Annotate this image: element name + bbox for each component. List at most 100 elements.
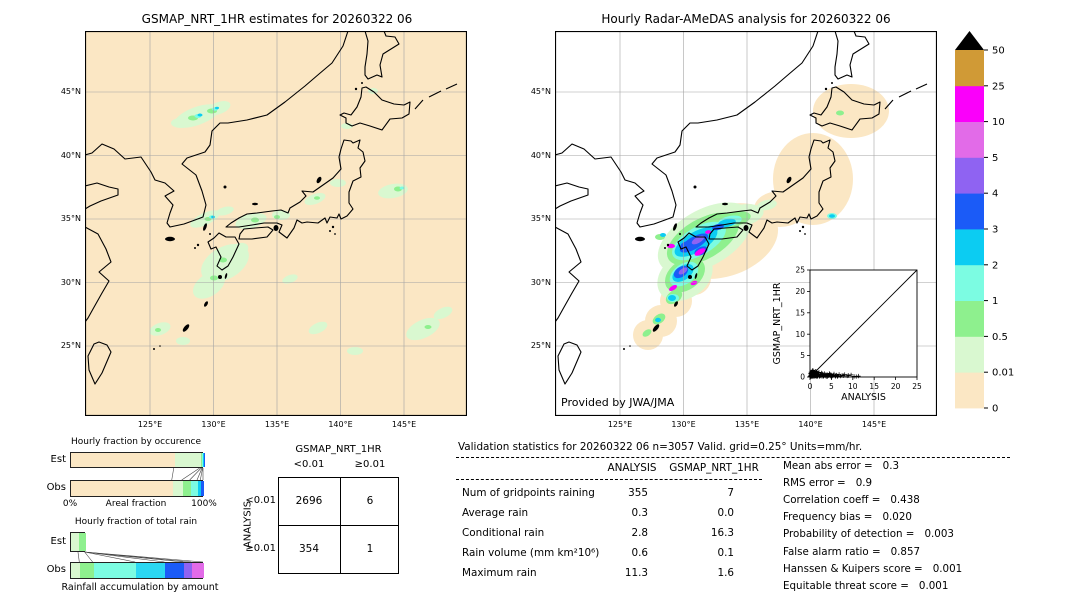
connector-line [84,551,204,563]
row-label-obs: Obs [46,564,66,575]
bar-segment [136,563,166,578]
lon-tick-label: 125°E [137,420,163,429]
connector-line [196,467,203,481]
cell-miss: 354 [298,543,320,555]
contingency-hline [278,525,399,527]
row-label-est: Est [50,536,66,547]
score-label: False alarm ratio = [783,545,881,558]
cell-false-alarm: 6 [366,495,374,507]
colorbar-segment [955,50,984,87]
stat-label: Conditional rain [462,527,545,539]
total-rain-chart-title: Hourly fraction of total rain [74,517,198,527]
bar-segment [202,453,204,467]
y-tick-label: 15 [795,308,805,317]
identity-line [809,269,918,378]
bar-segment [190,481,198,496]
lon-tick-label: 130°E [671,420,696,429]
lat-tick-label: 25°N [60,341,81,350]
score-value: 0.9 [855,477,873,490]
lon-tick-label: 145°E [861,420,887,429]
stat-gsmap-value: 0.0 [717,507,734,519]
rain-shade-cyan [197,106,219,219]
stat-analysis-value: 355 [628,487,648,499]
colorbar-tick-label: 25 [992,81,1005,92]
total-rain-fraction-chart: Hourly fraction of total rain Est Obs Ra… [46,514,236,602]
colorbar-tick-label: 2 [992,260,998,271]
score-line: Correlation coeff = 0.438 [783,494,920,506]
colorbar-segment [955,300,984,337]
score-line: Mean abs error = 0.3 [783,460,899,472]
colorbar-segment [955,121,984,158]
colorbar-tick-label: 0.01 [992,368,1014,379]
bar-connector-lines [171,467,204,481]
connector-line [200,467,203,481]
stats-table-row: Num of gridpoints raining 355 7 [456,487,766,507]
right-map-title: Hourly Radar-AMeDAS analysis for 2026032… [601,12,891,26]
stat-label: Num of gridpoints raining [462,487,595,499]
est-bar [70,532,86,552]
colorbar-tick-label: 1 [992,296,998,307]
colorbar-overflow-triangle [955,31,984,50]
scatter-y-axis-label: GSMAP_NRT_1HR [772,282,783,364]
score-line: Hanssen & Kuipers score = 0.001 [783,563,962,575]
coastlines [555,31,928,385]
stat-analysis-value: 11.3 [624,567,648,579]
stats-table-row: Rain volume (mm km²10⁶) 0.6 0.1 [456,547,766,567]
stats-table-row: Maximum rain 11.3 1.6 [456,567,766,587]
map-frame [555,31,937,416]
divider-top [456,457,1010,458]
colorbar-segment [955,336,984,373]
row-label-est: Est [50,454,66,465]
bar-segment [197,481,202,496]
contingency-table: GSMAP_NRT_1HR <0.01 ≥0.01 2696 6 354 1 A… [236,441,406,591]
bar-segment [184,563,192,578]
x-tick-label: 5 [829,382,834,391]
skill-scores: Mean abs error = 0.3 RMS error = 0.9 Correla… [783,460,1023,605]
lat-tick-label: 40°N [60,150,81,160]
lat-tick-label: 35°N [60,214,81,223]
colorbar-tick-label: 50 [992,46,1005,57]
lon-tick-label: 145°E [391,420,417,429]
score-label: Mean abs error = [783,460,873,472]
column-header-gsmap: GSMAP_NRT_1HR [669,462,759,474]
score-value: 0.003 [924,528,954,541]
y-tick-label: 10 [795,330,805,339]
scatter-points [808,368,861,379]
stat-analysis-value: 0.3 [631,507,648,519]
lon-tick-label: 140°E [328,420,353,429]
stat-analysis-value: 2.8 [631,527,648,539]
score-line: RMS error = 0.9 [783,477,872,489]
data-credit: Provided by JWA/JMA [561,396,675,409]
score-line: Probability of detection = 0.003 [783,528,954,540]
map-gridlines [85,31,467,416]
colorbar-segment [955,372,984,409]
score-label: Hanssen & Kuipers score = [783,562,923,575]
score-label: Frequency bias = [783,511,873,524]
x-axis-label: Rainfall accumulation by amount [61,582,219,593]
bar-connector-lines [77,551,204,563]
bar-segment [182,481,191,496]
lat-tick-label: 40°N [530,150,551,160]
occurrence-fraction-chart: Hourly fraction by occurence Est Obs 0% … [46,437,236,515]
radar-map-canvas [555,31,937,416]
stat-gsmap-value: 7 [727,487,734,499]
score-line: Equitable threat score = 0.001 [783,580,948,592]
lon-tick-label: 125°E [607,420,633,429]
connector-line [84,551,136,563]
lat-tick-label: 30°N [60,277,81,287]
bar-segment [174,453,201,467]
lon-tick-label: 135°E [734,420,760,429]
small-islands [623,82,833,350]
colorbar-segment [955,229,984,266]
bar-segment [71,453,175,467]
row-label-ge: ≥0.01 [245,543,276,554]
y-tick-label: 25 [795,266,805,275]
stat-label: Maximum rain [462,567,537,579]
bar-segment [93,563,137,578]
divider-header [456,479,762,480]
bar-segment [71,563,81,578]
lon-tick-label: 130°E [201,420,226,429]
validation-statistics: Validation statistics for 20260322 06 n=… [456,441,1016,601]
col-label-ge: ≥0.01 [354,459,386,470]
